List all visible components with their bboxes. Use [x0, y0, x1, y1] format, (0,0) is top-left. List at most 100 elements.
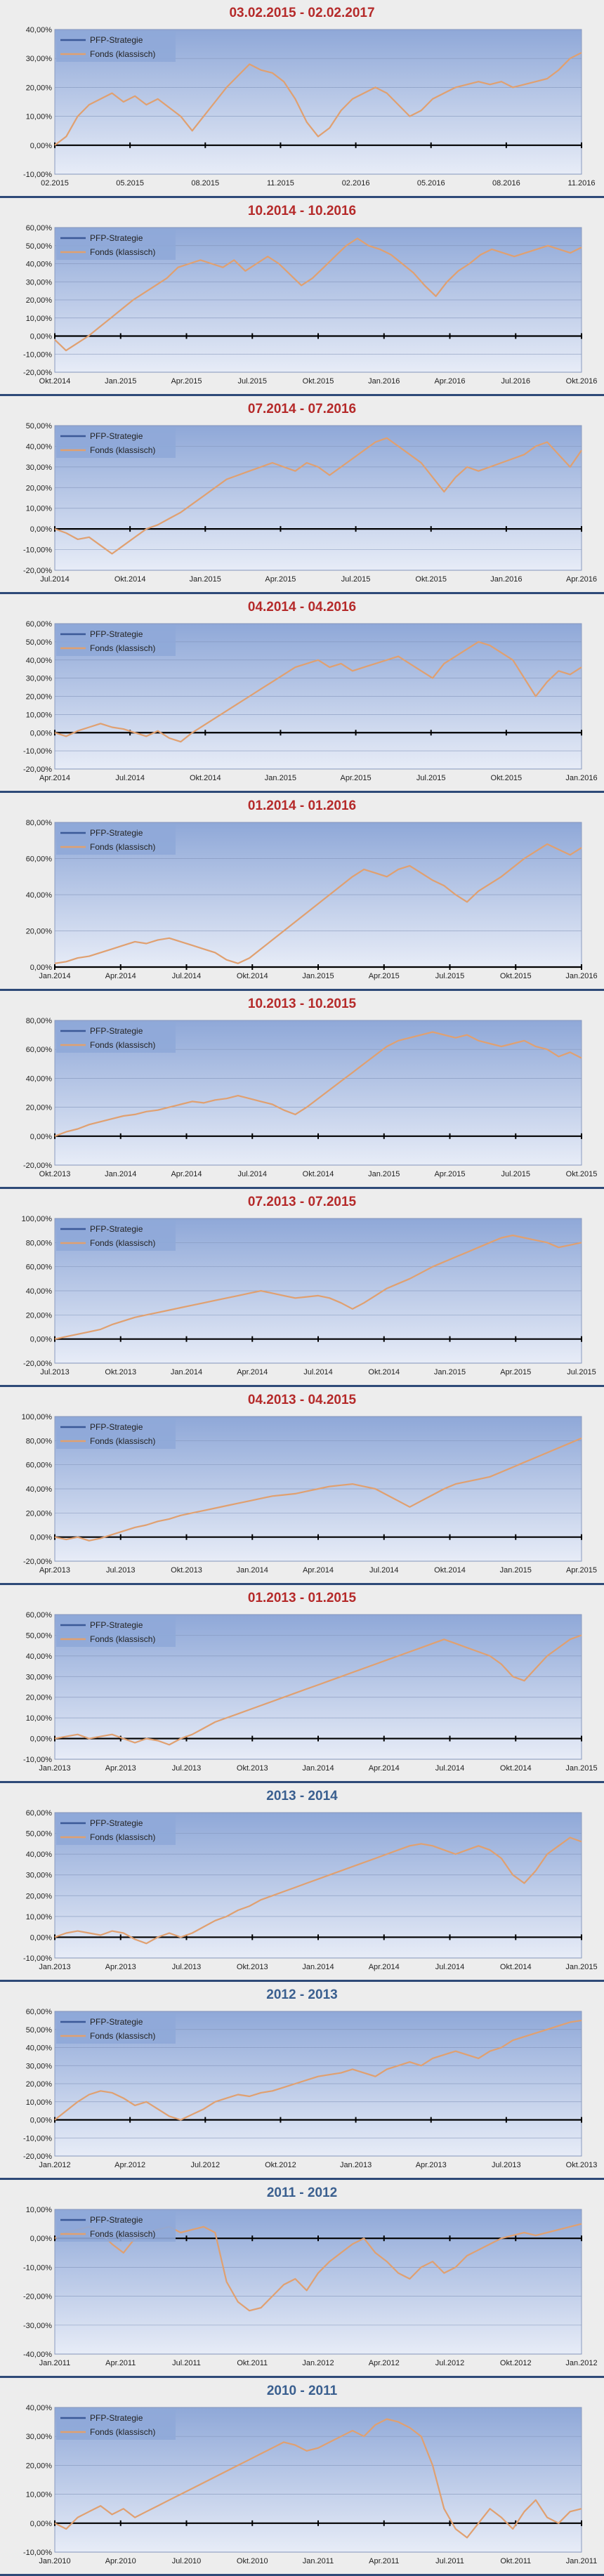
chart-svg: 100,00% 80,00% 60,00% 40,00% 20,00% 0,00% -20,…	[22, 1215, 596, 1376]
y-tick-label: 80,00%	[26, 819, 53, 827]
legend-label: Fonds (klassisch)	[90, 2427, 155, 2437]
legend-box	[56, 31, 176, 62]
chart-svg: 60,00% 50,00% 40,00% 30,00% 20,00% 10,00% 0,00…	[23, 224, 597, 386]
y-tick-label: 0,00%	[30, 1933, 52, 1942]
x-tick-label: Jul.2015	[237, 377, 267, 386]
chart-panel: 2010 - 2011 40,00% 30,00% 20,00% 10,00% 0,00%…	[0, 2378, 604, 2576]
legend-label: PFP-Strategie	[90, 629, 143, 639]
x-tick-label: Okt.2014	[39, 377, 71, 386]
x-tick-label: Okt.2014	[190, 774, 221, 782]
y-tick-label: -30,00%	[23, 2322, 52, 2330]
series-line-fonds	[54, 1836, 582, 1945]
x-tick-label: Apr.2014	[105, 972, 136, 980]
x-tick-label: Jul.2014	[435, 1764, 465, 1773]
y-tick-label: 40,00%	[26, 1652, 53, 1661]
series-line-fonds	[54, 1234, 582, 1340]
series-line-fonds	[54, 2418, 582, 2539]
chart-svg: 80,00% 60,00% 40,00% 20,00% 0,00%Jan.2014 Apr…	[26, 819, 598, 980]
legend-label: Fonds (klassisch)	[90, 643, 155, 653]
x-tick-label: Okt.2013	[237, 1963, 268, 1971]
y-tick-label: 40,00%	[26, 1287, 53, 1296]
y-tick-label: -20,00%	[23, 567, 52, 575]
chart-svg: 40,00%30,00%20,00%10,00%0,00%-10,00%Jan.…	[23, 2404, 597, 2565]
chart-panel: 01.2013 - 01.2015 60,00% 50,00% 40,00% 30,00…	[0, 1585, 604, 1783]
x-tick-label: Apr.2016	[434, 377, 465, 386]
y-tick-label: 0,00%	[30, 1133, 52, 1141]
y-tick-label: 100,00%	[22, 1215, 53, 1223]
series-line-fonds	[54, 2019, 582, 2121]
legend-label: Fonds (klassisch)	[90, 1832, 155, 1842]
x-tick-label: Okt.2014	[500, 1963, 532, 1971]
y-tick-label: 10,00%	[26, 315, 53, 323]
y-tick-label: 60,00%	[26, 1809, 53, 1818]
y-tick-label: 60,00%	[26, 855, 53, 864]
x-tick-label: Jan.2016	[490, 575, 522, 584]
series-line-fonds	[54, 52, 582, 146]
y-tick-label: -10,00%	[23, 171, 52, 179]
x-tick-label: Apr.2010	[105, 2557, 136, 2565]
chart-title: 04.2013 - 04.2015	[247, 1393, 357, 1407]
x-tick-label: Jul.2015	[501, 1170, 530, 1178]
y-tick-label: 30,00%	[26, 2062, 53, 2070]
y-tick-label: 30,00%	[26, 1673, 53, 1681]
x-tick-label: Apr.2014	[369, 1963, 400, 1971]
legend-box	[56, 427, 176, 458]
y-tick-label: 50,00%	[26, 638, 53, 647]
y-tick-label: 30,00%	[26, 1872, 53, 1880]
legend-label: PFP-Strategie	[90, 431, 143, 441]
x-tick-label: Okt.2011	[500, 2557, 531, 2565]
y-tick-label: 80,00%	[26, 1239, 53, 1247]
y-tick-label: -20,00%	[23, 369, 52, 377]
legend-label: Fonds (klassisch)	[90, 2229, 155, 2239]
y-tick-label: -10,00%	[23, 747, 52, 756]
legend-box	[56, 229, 176, 260]
y-tick-label: 60,00%	[26, 1046, 53, 1054]
x-tick-label: Jan.2012	[302, 2359, 334, 2367]
y-tick-label: 20,00%	[26, 296, 53, 305]
chart-svg: 60,00% 50,00% 40,00% 30,00% 20,00% 10,00% 0,00…	[23, 620, 598, 782]
y-tick-label: 0,00%	[30, 2235, 52, 2243]
legend-label: PFP-Strategie	[90, 233, 143, 243]
y-tick-label: 0,00%	[30, 2520, 52, 2528]
chart-panel: 07.2013 - 07.2015 100,00% 80,00% 60,00% 40,0…	[0, 1189, 604, 1387]
chart-panel: 2013 - 2014 60,00% 50,00% 40,00% 30,00% 20,00…	[0, 1783, 604, 1982]
x-tick-label: Apr.2015	[434, 1170, 465, 1178]
x-tick-label: Okt.2014	[114, 575, 146, 584]
y-tick-label: 60,00%	[26, 1461, 53, 1470]
y-tick-label: 10,00%	[26, 711, 53, 719]
x-tick-label: Okt.2015	[566, 1170, 598, 1178]
y-tick-label: 10,00%	[26, 505, 53, 513]
y-tick-label: 40,00%	[26, 657, 53, 665]
x-tick-label: Okt.2011	[237, 2359, 268, 2367]
series-line-fonds	[54, 437, 582, 555]
chart-title: 01.2013 - 01.2015	[247, 1591, 357, 1605]
x-tick-label: Okt.2010	[237, 2557, 268, 2565]
x-tick-label: Apr.2015	[566, 1566, 597, 1575]
x-tick-label: Apr.2014	[39, 774, 70, 782]
chart-svg: 10,00%0,00%-10,00%-20,00%-30,00%-40,00%J…	[23, 2206, 598, 2367]
y-tick-label: 60,00%	[26, 1611, 53, 1619]
x-tick-label: Jul.2016	[501, 377, 530, 386]
x-tick-label: Okt.2013	[105, 1368, 136, 1376]
y-tick-label: 0,00%	[30, 142, 52, 150]
legend-box	[56, 2409, 176, 2440]
y-tick-label: -20,00%	[23, 2153, 52, 2161]
legend-box	[56, 2211, 176, 2242]
y-tick-label: 100,00%	[22, 1413, 53, 1421]
x-tick-label: 11.2015	[267, 179, 294, 188]
x-tick-label: Jul.2014	[115, 774, 145, 782]
x-tick-label: Jul.2013	[106, 1566, 136, 1575]
y-tick-label: 50,00%	[26, 242, 53, 251]
legend-box	[56, 1814, 176, 1845]
chart-title: 04.2014 - 04.2016	[247, 600, 357, 615]
y-tick-label: -20,00%	[23, 1162, 52, 1170]
legend-label: PFP-Strategie	[90, 2017, 143, 2027]
y-tick-label: 40,00%	[26, 261, 53, 269]
series-line-fonds	[54, 843, 582, 964]
chart-title: 07.2013 - 07.2015	[247, 1195, 357, 1209]
x-tick-label: Jan.2015	[190, 575, 221, 584]
x-tick-label: Jan.2011	[566, 2557, 597, 2565]
x-tick-label: Okt.2014	[237, 972, 268, 980]
x-tick-label: 05.2015	[116, 179, 144, 188]
